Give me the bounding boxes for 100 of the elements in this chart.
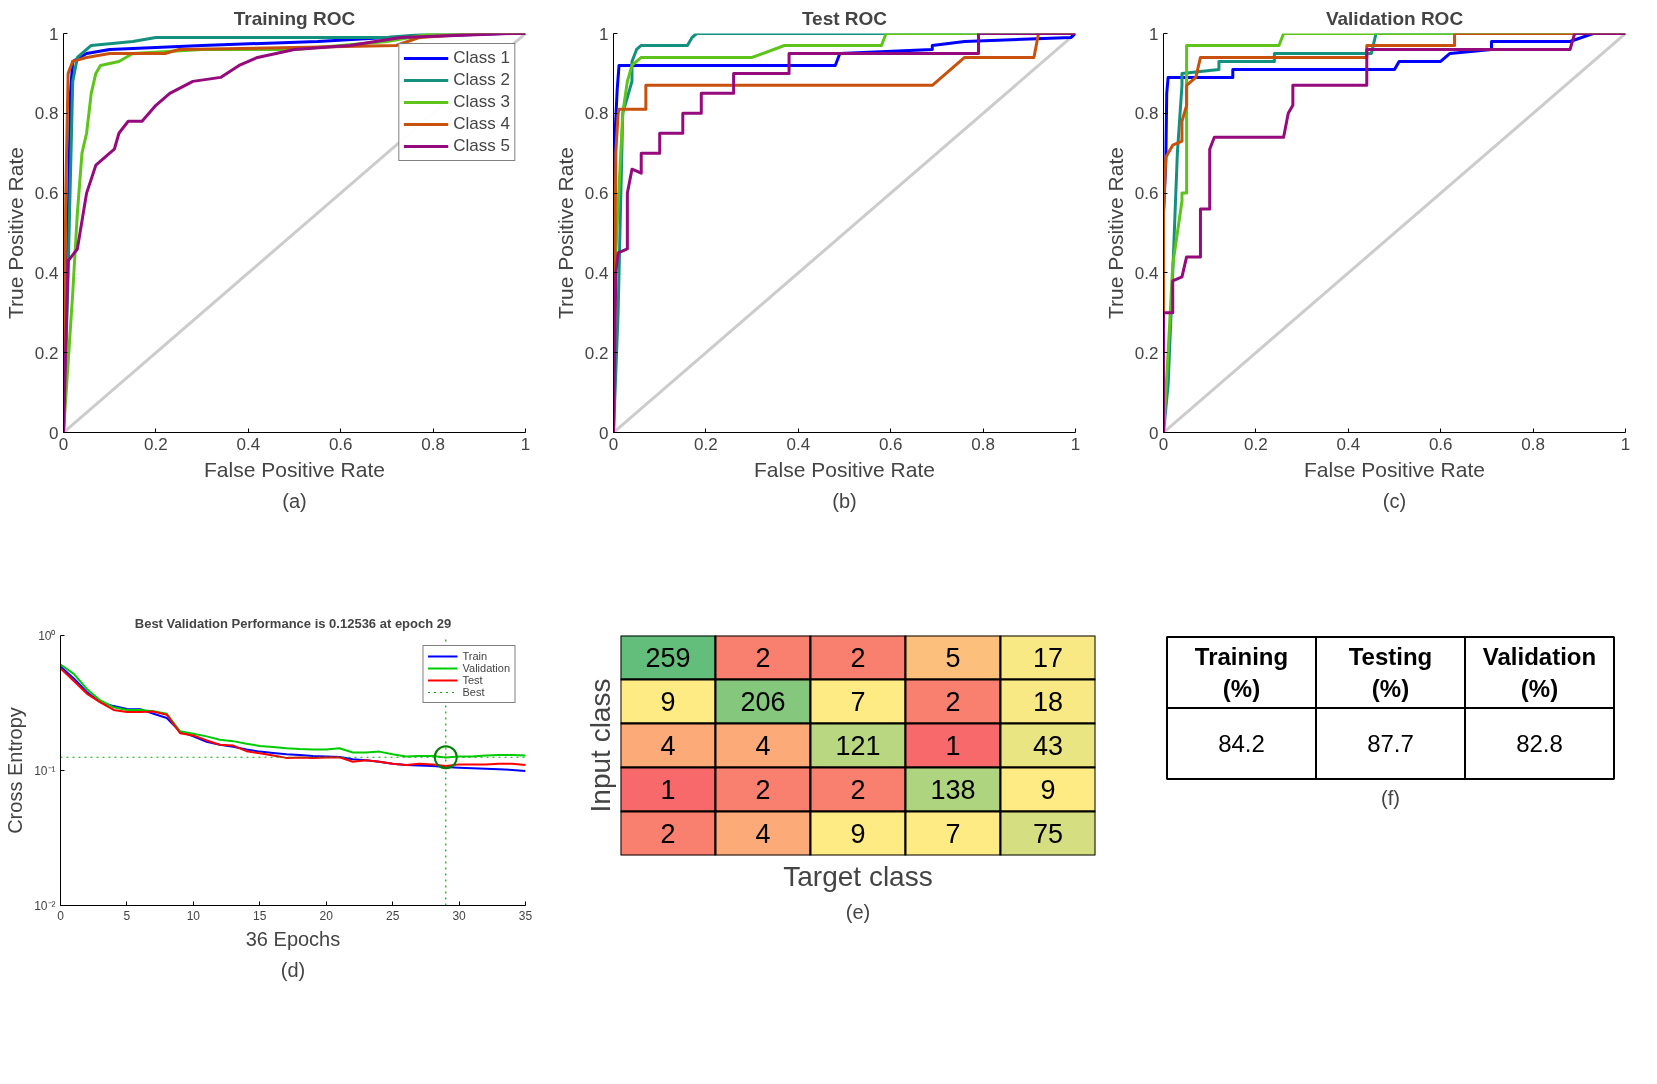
data-label: 43 [1032,731,1064,761]
y-tick-label: 0.2 [34,343,59,363]
x-tick-label: 0.4 [236,434,261,454]
y-tick-label: 0.6 [34,184,59,204]
x-axis-title: False Positive Rate [1304,457,1485,481]
data-label: 75 [1032,819,1064,849]
data-label: 1 [660,775,676,805]
data-label: 4 [660,731,676,761]
ref-line-label: Best [462,686,485,698]
y-tick-label: 10⁻¹ [34,763,56,778]
data-label: 2 [850,643,866,673]
data-label: 2 [945,687,961,717]
y-tick-label: 1 [49,24,59,44]
y-tick-label: 0.4 [584,263,609,283]
y-axis-title: True Positive Rate [553,147,577,319]
data-label: 2 [850,775,866,805]
x-tick-label: 20 [319,908,334,923]
x-tick-label: 0.4 [1336,434,1361,454]
x-tick-label: 0.2 [694,434,718,454]
x-tick-label: 0.8 [421,434,445,454]
x-axis-title: False Positive Rate [754,457,935,481]
legend-label: Class 2 [453,70,510,90]
data-label: 9 [660,687,676,717]
x-tick-label: 0.6 [1428,434,1453,454]
x-tick-label: 0.8 [1521,434,1545,454]
y-tick-label: 0.8 [34,104,59,124]
data-label: 4 [755,819,771,849]
legend-label: Train [462,650,488,662]
x-tick-label: 0.8 [971,434,995,454]
y-tick-label: 0.2 [1134,343,1159,363]
text: (b) [832,489,857,512]
data-label: 1 [945,731,961,761]
x-tick-label: 0.2 [144,434,168,454]
y-tick-label: 1 [599,24,609,44]
data-label: 87.7 [1367,730,1414,758]
data-label: 18 [1032,687,1064,717]
x-tick-label: 25 [385,908,400,923]
y-axis-title: Input class [584,678,616,813]
y-tick-label: 1 [1149,24,1159,44]
text: (d) [280,958,306,981]
x-tick-label: 10 [186,908,201,923]
y-tick-label: 0.8 [1134,104,1159,124]
x-tick-label: 5 [123,908,131,923]
data-label: 206 [740,687,786,717]
data-label: 259 [645,643,691,673]
y-tick-label: 0.2 [584,343,609,363]
y-tick-label: 0.8 [584,104,609,124]
chart-title: Training ROC [233,7,356,29]
x-tick-label: 1 [520,434,531,454]
y-axis-title: Cross Entropy [4,707,27,834]
chart-title: Test ROC [801,7,888,29]
text: (f) [1381,786,1400,809]
text: (a) [282,489,307,512]
y-axis-title: True Positive Rate [1103,147,1127,319]
y-tick-label: 0.4 [34,263,59,283]
text: (e) [845,900,871,923]
legend-label: Test [462,674,483,686]
data-label: 7 [850,687,866,717]
data-label: 84.2 [1218,730,1265,758]
legend-label: Validation [462,662,510,674]
x-tick-label: 0.6 [878,434,903,454]
category-label: Training (%) [1194,642,1289,703]
text: (c) [1382,489,1407,512]
x-tick-label: 15 [253,908,267,923]
data-label: 2 [755,643,771,673]
data-label: 17 [1032,643,1064,673]
x-tick-label: 0.2 [1244,434,1268,454]
legend-label: Class 5 [453,136,510,156]
x-axis-title: 36 Epochs [245,927,341,950]
legend-label: Class 4 [453,114,510,134]
data-label: 2 [660,819,676,849]
data-label: 82.8 [1516,730,1563,758]
y-axis-title: True Positive Rate [3,147,27,319]
x-tick-label: 1 [1070,434,1081,454]
data-label: 121 [835,731,881,761]
data-label: 9 [1040,775,1056,805]
chart-title: Best Validation Performance is 0.12536 at epoch 29 [134,615,452,631]
data-label: 9 [850,819,866,849]
data-label: 5 [945,643,961,673]
legend-label: Class 1 [453,48,510,68]
chart-title: Validation ROC [1325,7,1464,29]
x-tick-label: 30 [452,908,467,923]
data-label: 4 [755,731,771,761]
category-label: Testing (%) [1348,642,1433,703]
x-tick-label: 0.6 [328,434,353,454]
y-tick-label: 10⁰ [38,628,56,643]
y-tick-label: 0.4 [1134,263,1159,283]
data-label: 7 [945,819,961,849]
category-label: Validation (%) [1482,642,1597,703]
y-tick-label: 0.6 [1134,184,1159,204]
x-axis-title: Target class [783,860,933,892]
y-tick-label: 10⁻² [34,898,56,913]
x-axis-title: False Positive Rate [204,457,385,481]
data-label: 138 [930,775,976,805]
y-tick-label: 0.6 [584,184,609,204]
x-tick-label: 1 [1620,434,1631,454]
x-tick-label: 35 [518,908,533,923]
x-tick-label: 0.4 [786,434,811,454]
data-label: 2 [755,775,771,805]
legend-label: Class 3 [453,92,510,112]
